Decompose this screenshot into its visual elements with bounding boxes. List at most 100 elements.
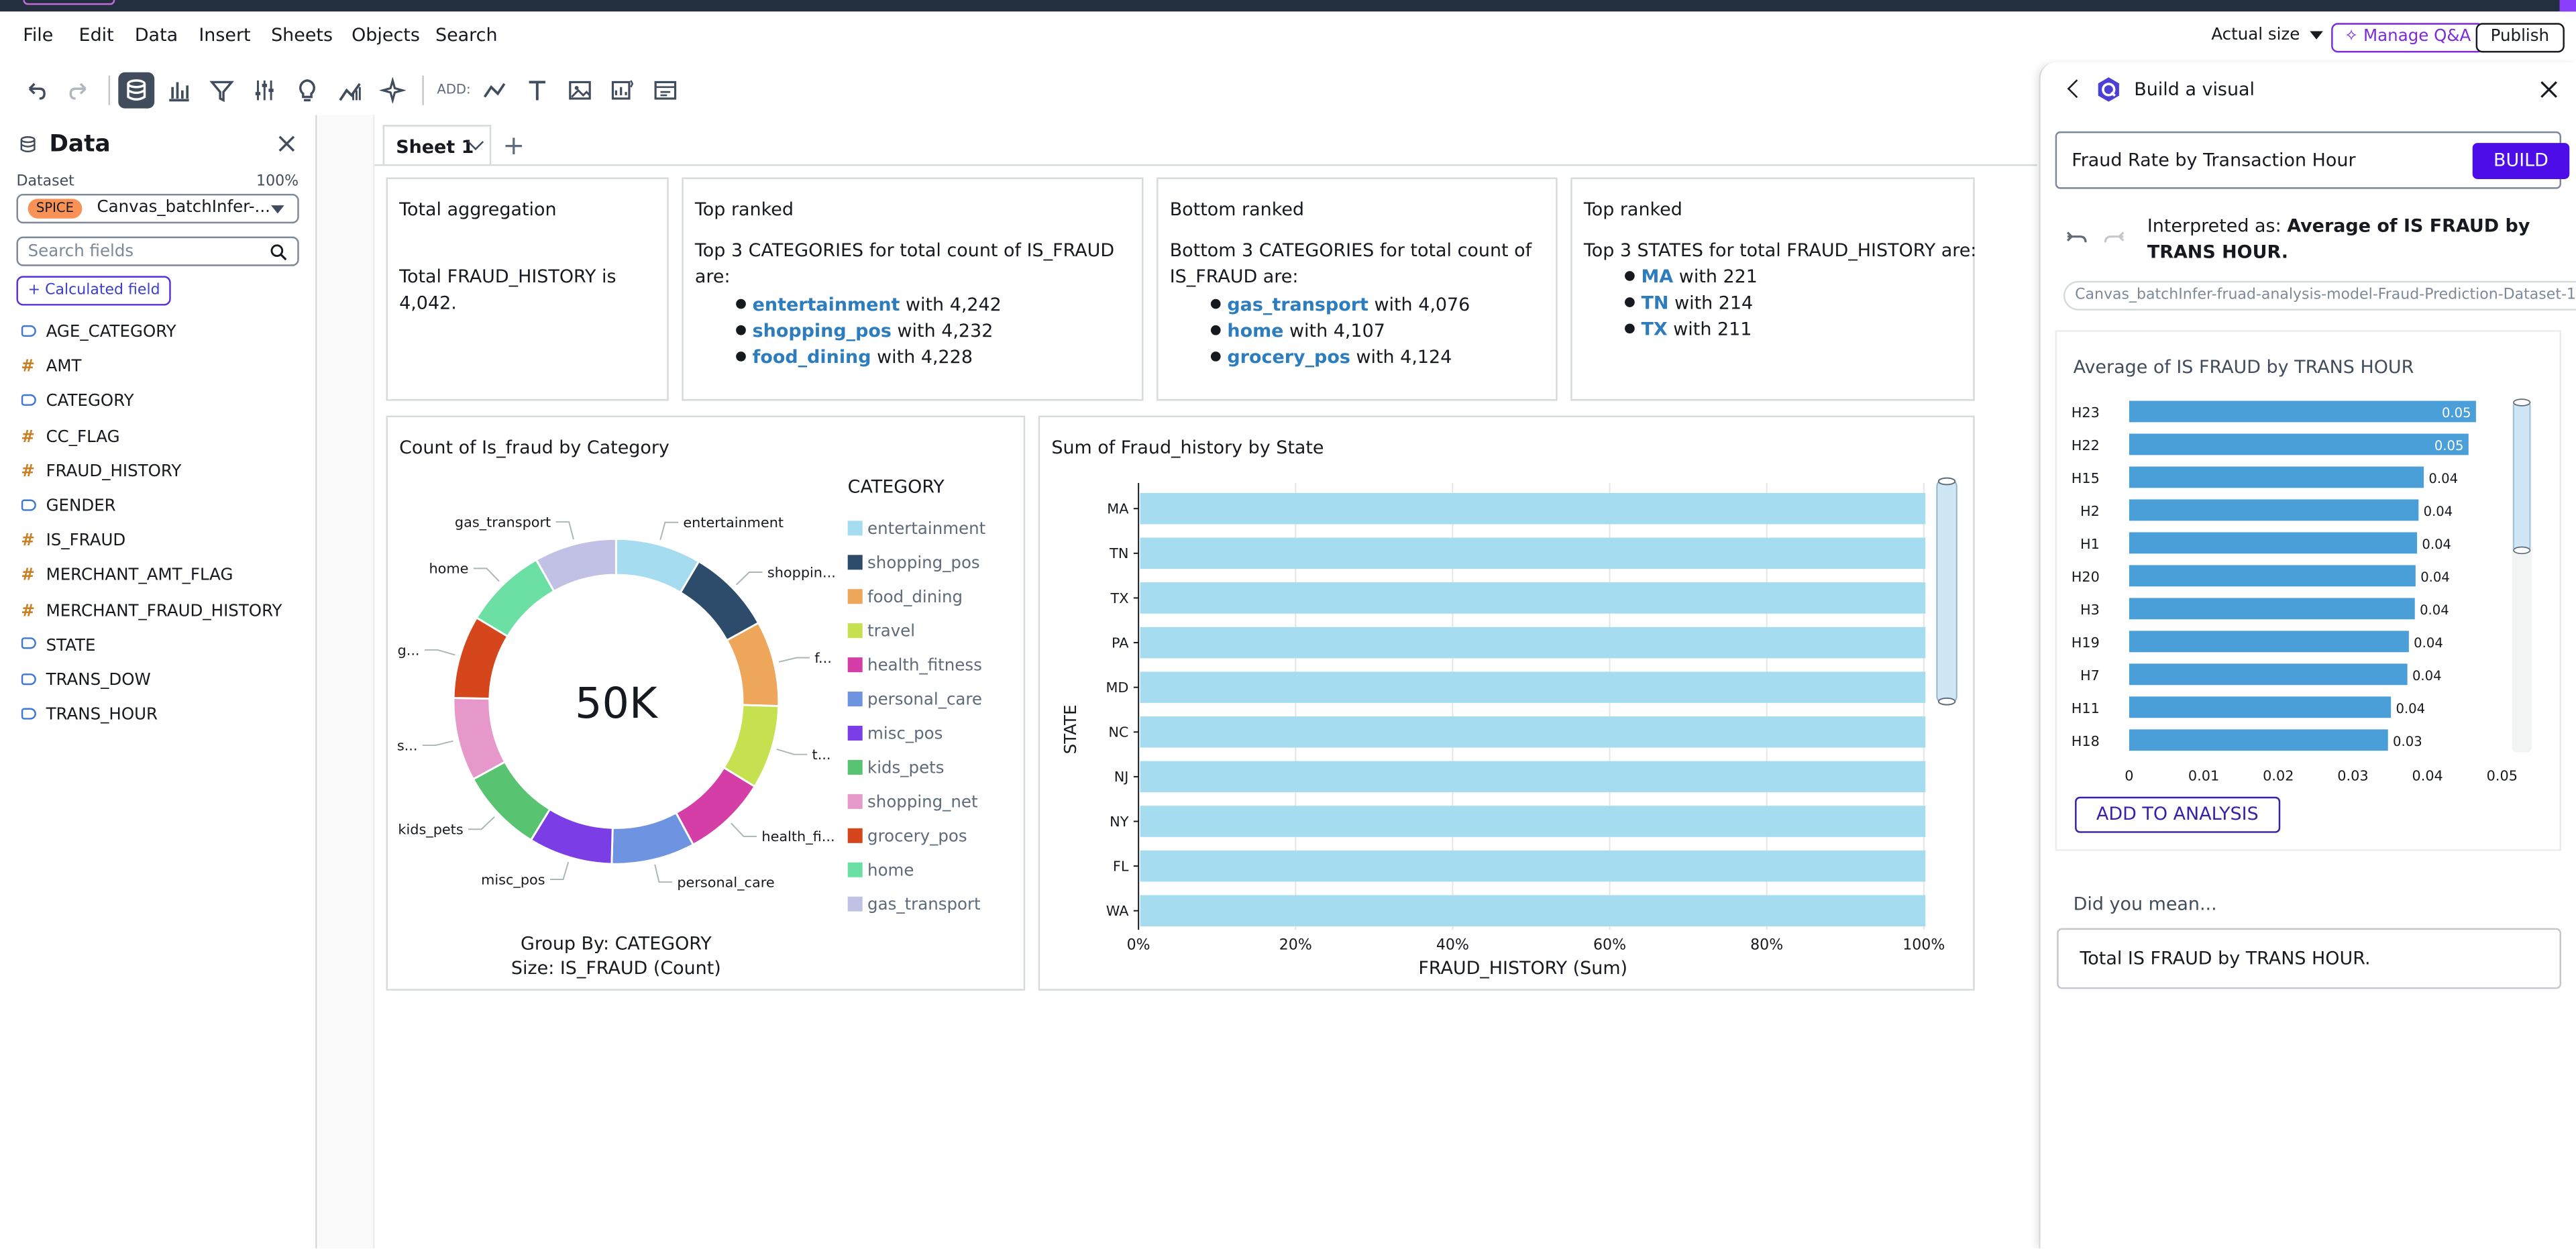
field-item[interactable]: # IS_FRAUD xyxy=(19,533,125,555)
insight-item-value: with 4,107 xyxy=(1289,320,1385,342)
interpreted-as: Interpreted as: Average of IS FRAUD by T… xyxy=(2147,213,2542,266)
actual-size-label: Actual size xyxy=(2211,26,2300,45)
calculated-field-button[interactable]: + Calculated field xyxy=(16,276,172,306)
field-item[interactable]: TRANS_HOUR xyxy=(19,707,158,730)
y-tick-label: WA xyxy=(1106,903,1129,919)
undo-icon[interactable] xyxy=(18,72,54,109)
field-item[interactable]: # CC_FLAG xyxy=(19,428,119,451)
insight-item-name[interactable]: entertainment xyxy=(752,294,900,316)
publish-button[interactable]: Publish xyxy=(2475,23,2565,53)
state-bar xyxy=(1140,806,1926,837)
legend-item: gas_transport xyxy=(867,894,981,914)
field-item[interactable]: CATEGORY xyxy=(19,393,134,416)
vertical-scrollbar[interactable] xyxy=(2513,400,2531,553)
toolbar-divider xyxy=(422,75,424,105)
line-chart-icon[interactable] xyxy=(476,72,513,109)
insight-item-name[interactable]: TX xyxy=(1641,319,1668,340)
insight-total-aggregation[interactable]: Total aggregation Total FRAUD_HISTORY is… xyxy=(386,177,669,401)
scroll-handle-bottom[interactable] xyxy=(2513,546,2531,555)
sliders-icon[interactable] xyxy=(246,72,282,109)
leader-line xyxy=(778,657,810,663)
text-icon[interactable] xyxy=(519,72,555,109)
state-bar-chart-visual[interactable]: Sum of Fraud_history by State MA TN TX PA MD… xyxy=(1038,415,1975,991)
manage-qa-button[interactable]: ✧ Manage Q&A xyxy=(2331,23,2484,53)
redo-icon[interactable] xyxy=(61,72,97,109)
build-button[interactable]: BUILD xyxy=(2472,143,2570,179)
insight-icon[interactable] xyxy=(604,72,641,109)
menu-search[interactable]: Search xyxy=(435,24,498,46)
undo-icon[interactable] xyxy=(2065,228,2088,248)
bullet-icon xyxy=(1210,351,1221,362)
bar-chart-icon[interactable] xyxy=(161,72,197,109)
insight-item-name[interactable]: home xyxy=(1227,320,1284,342)
query-input[interactable]: Fraud Rate by Transaction Hour BUILD xyxy=(2055,131,2570,189)
close-icon[interactable] xyxy=(276,133,297,154)
donut-chart-visual[interactable]: Count of Is_fraud by Category entertainm… xyxy=(386,415,1026,991)
insight-item-value: with 211 xyxy=(1673,319,1752,340)
insight-item-name[interactable]: shopping_pos xyxy=(752,320,892,342)
slice-label: entertainment xyxy=(683,514,784,531)
vertical-scrollbar[interactable] xyxy=(1936,479,1957,704)
field-item[interactable]: TRANS_DOW xyxy=(19,672,151,695)
insight-item-name[interactable]: grocery_pos xyxy=(1227,346,1350,368)
close-icon[interactable] xyxy=(2540,80,2558,99)
field-item[interactable]: STATE xyxy=(19,637,95,660)
interpreted-prefix: Interpreted as: xyxy=(2147,215,2282,237)
insight-item-value: with 4,124 xyxy=(1356,346,1452,368)
x-tick-label: 0 xyxy=(2125,767,2133,783)
state-bar xyxy=(1140,537,1926,569)
scroll-handle-bottom[interactable] xyxy=(1937,697,1956,706)
database-icon[interactable] xyxy=(118,72,155,109)
field-item[interactable]: # MERCHANT_FRAUD_HISTORY xyxy=(19,602,282,625)
dataset-select[interactable]: SPICE Canvas_batchInfer-... xyxy=(16,193,299,224)
add-to-analysis-button[interactable]: ADD TO ANALYSIS xyxy=(2075,796,2280,833)
actual-size-dropdown[interactable]: Actual size xyxy=(2211,26,2323,45)
menu-objects[interactable]: Objects xyxy=(352,24,420,46)
filter-icon[interactable] xyxy=(204,72,240,109)
donut-center-total: 50K xyxy=(575,679,659,728)
forecast-icon[interactable] xyxy=(332,72,368,109)
menu-file[interactable]: File xyxy=(23,24,54,46)
scroll-handle-top[interactable] xyxy=(1937,477,1956,486)
add-sheet-button[interactable]: + xyxy=(502,129,525,162)
insight-item-name[interactable]: food_dining xyxy=(752,346,871,368)
image-icon[interactable] xyxy=(562,72,598,109)
insight-top-categories[interactable]: Top ranked Top 3 CATEGORIES for total co… xyxy=(682,177,1144,401)
slice-label: t... xyxy=(812,747,831,763)
menu-sheets[interactable]: Sheets xyxy=(271,24,333,46)
y-tick-label: NC xyxy=(1108,724,1128,741)
y-tick-label: H22 xyxy=(2072,437,2100,453)
insight-top-states[interactable]: Top ranked Top 3 STATES for total FRAUD_… xyxy=(1570,177,1976,401)
field-item[interactable]: # AMT xyxy=(19,358,81,381)
list-item: TX with 211 xyxy=(1625,317,1758,343)
dimension-tag-icon xyxy=(19,672,36,690)
field-item[interactable]: AGE_CATEGORY xyxy=(19,323,176,346)
redo-icon[interactable] xyxy=(2103,228,2126,248)
layout-icon[interactable] xyxy=(647,72,684,109)
search-fields-input[interactable]: Search fields xyxy=(16,236,299,266)
spice-badge: SPICE xyxy=(28,199,83,219)
insight-item-name[interactable]: MA xyxy=(1641,266,1674,288)
insight-item-name[interactable]: TN xyxy=(1641,292,1669,314)
tab-sheet-1[interactable]: Sheet 1 xyxy=(382,125,492,164)
lightbulb-icon[interactable] xyxy=(289,72,325,109)
sparkle-icon[interactable] xyxy=(374,72,411,109)
suggestion-item[interactable]: Total IS FRAUD by TRANS HOUR. xyxy=(2057,928,2561,989)
menu-edit[interactable]: Edit xyxy=(78,24,114,46)
menu-data[interactable]: Data xyxy=(134,24,178,46)
field-item[interactable]: # FRAUD_HISTORY xyxy=(19,463,181,486)
back-chevron-icon[interactable] xyxy=(2067,79,2086,99)
field-item[interactable]: GENDER xyxy=(19,498,116,521)
hour-bar xyxy=(2129,466,2424,488)
insight-item-name[interactable]: gas_transport xyxy=(1227,294,1368,316)
field-item[interactable]: # MERCHANT_AMT_FLAG xyxy=(19,567,233,590)
scroll-handle-top[interactable] xyxy=(2513,398,2531,406)
y-tick-label: TX xyxy=(1110,590,1129,606)
dataset-chip[interactable]: Canvas_batchInfer-fruad-analysis-model-F… xyxy=(2063,280,2576,311)
slice-label: shoppin... xyxy=(767,564,836,580)
y-tick-label: H1 xyxy=(2080,536,2100,552)
sheet-tab-label: Sheet 1 xyxy=(396,136,474,158)
insight-bottom-categories[interactable]: Bottom ranked Bottom 3 CATEGORIES for to… xyxy=(1157,177,1558,401)
menu-insert[interactable]: Insert xyxy=(199,24,251,46)
insight-list: MA with 221 TN with 214 TX with 211 xyxy=(1625,264,1758,343)
